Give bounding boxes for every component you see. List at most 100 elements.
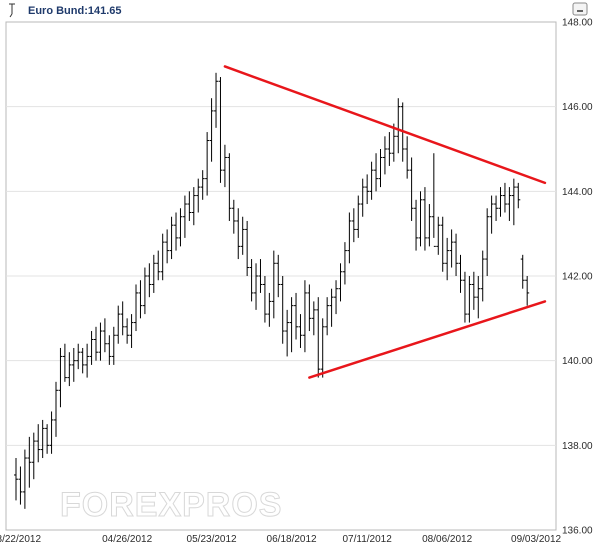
ohlc-bar — [316, 297, 321, 378]
ohlc-bar — [449, 229, 454, 268]
ohlc-bar — [289, 297, 294, 353]
ohlc-bar — [414, 199, 419, 251]
ohlc-bar — [258, 259, 263, 293]
ohlc-bar — [182, 195, 187, 238]
ohlc-bar — [360, 178, 365, 217]
ohlc-bar — [205, 132, 210, 196]
ohlc-bar — [431, 153, 436, 247]
ohlc-bar — [36, 424, 41, 463]
ohlc-bar — [80, 347, 85, 374]
y-tick-label: 148.00 — [562, 18, 593, 29]
x-tick-label: 03/22/2012 — [0, 534, 41, 545]
ohlc-bar — [27, 436, 32, 488]
ohlc-bar — [227, 153, 232, 221]
ohlc-bar — [511, 178, 516, 226]
ohlc-bar — [485, 208, 490, 276]
trend-line — [223, 65, 547, 185]
ohlc-bar — [129, 314, 134, 348]
ohlc-bar — [458, 254, 463, 293]
ohlc-bar — [369, 161, 374, 200]
ohlc-bar — [58, 347, 63, 408]
ohlc-bar — [116, 305, 121, 344]
ohlc-bar — [467, 276, 472, 323]
ohlc-bar — [325, 297, 330, 336]
ohlc-bar — [378, 149, 383, 188]
y-tick-label: 146.00 — [562, 102, 593, 113]
trend-lines — [223, 65, 547, 379]
y-axis: 148.00 146.00 144.00 142.00 140.00 138.00 136.… — [562, 18, 593, 537]
y-tick-label: 142.00 — [562, 272, 593, 283]
ohlc-bar — [249, 259, 254, 302]
y-tick-label: 140.00 — [562, 356, 593, 367]
ohlc-bar — [169, 216, 174, 260]
ohlc-bar — [454, 233, 459, 276]
ohlc-bar — [22, 449, 27, 509]
ohlc-bar — [520, 254, 525, 289]
trend-line — [308, 300, 547, 379]
ohlc-bar — [240, 216, 245, 255]
ohlc-bar — [191, 187, 196, 226]
ohlc-bar — [507, 187, 512, 221]
ohlc-bar — [347, 212, 352, 264]
ohlc-bar — [298, 314, 303, 348]
ohlc-bar — [351, 208, 356, 243]
ohlc-bar — [391, 123, 396, 162]
ohlc-bar — [427, 204, 432, 247]
ohlc-bar — [445, 237, 450, 281]
ohlc-bar — [174, 212, 179, 251]
ohlc-bar — [418, 191, 423, 247]
ohlc-bar — [231, 199, 236, 234]
ohlc-bar — [294, 292, 299, 340]
ohlc-bar — [342, 242, 347, 285]
ohlc-bar — [218, 77, 223, 183]
x-tick-label: 09/03/2012 — [511, 534, 561, 545]
ohlc-bar — [147, 263, 152, 298]
ohlc-bar — [498, 187, 503, 217]
ohlc-bar — [245, 220, 250, 276]
ohlc-bar — [267, 292, 272, 327]
ohlc-bars — [14, 72, 530, 509]
ohlc-bar — [382, 136, 387, 175]
ohlc-bar — [71, 347, 76, 382]
ohlc-bar — [422, 187, 427, 251]
ohlc-bar — [462, 271, 467, 323]
ohlc-bar — [62, 343, 67, 382]
ohlc-bar — [329, 288, 334, 327]
ohlc-bar — [494, 195, 499, 221]
ohlc-bar — [476, 276, 481, 319]
ohlc-bar — [356, 195, 361, 238]
ohlc-bar — [471, 271, 476, 310]
ohlc-bar — [489, 195, 494, 234]
ohlc-bar — [222, 144, 227, 188]
ohlc-bar — [107, 335, 112, 365]
ohlc-bar — [31, 432, 36, 480]
ohlc-bar — [178, 208, 183, 247]
minimize-icon[interactable] — [572, 2, 588, 16]
ohlc-bar — [160, 233, 165, 281]
ohlc-bar — [200, 170, 205, 200]
ohlc-bar — [254, 263, 259, 310]
ohlc-bar — [49, 411, 54, 454]
ohlc-bar — [387, 132, 392, 166]
ohlc-bar — [396, 98, 401, 154]
ohlc-bar — [525, 276, 530, 306]
ohlc-bar — [138, 280, 143, 319]
ohlc-bar — [502, 182, 507, 213]
y-tick-label: 136.00 — [562, 526, 593, 537]
ohlc-bar — [14, 458, 18, 501]
ohlc-bar — [440, 216, 445, 272]
ohlc-bar — [311, 301, 316, 336]
ohlc-bar — [67, 352, 72, 387]
ohlc-bar — [262, 276, 267, 323]
ohlc-bar — [102, 318, 107, 353]
ohlc-bar — [89, 331, 94, 365]
ohlc-bar — [125, 318, 130, 344]
ohlc-bar — [76, 343, 81, 370]
x-tick-label: 08/06/2012 — [422, 534, 472, 545]
ohlc-bar — [165, 229, 170, 264]
ohlc-bar — [320, 318, 325, 378]
pin-icon[interactable] — [9, 3, 15, 18]
ohlc-bar — [409, 157, 414, 221]
ohlc-bar — [276, 254, 281, 298]
